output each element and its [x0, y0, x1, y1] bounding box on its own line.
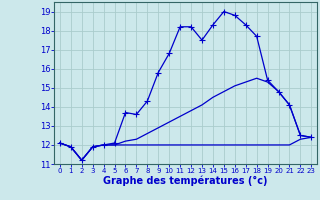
X-axis label: Graphe des températures (°c): Graphe des températures (°c) [103, 176, 268, 186]
